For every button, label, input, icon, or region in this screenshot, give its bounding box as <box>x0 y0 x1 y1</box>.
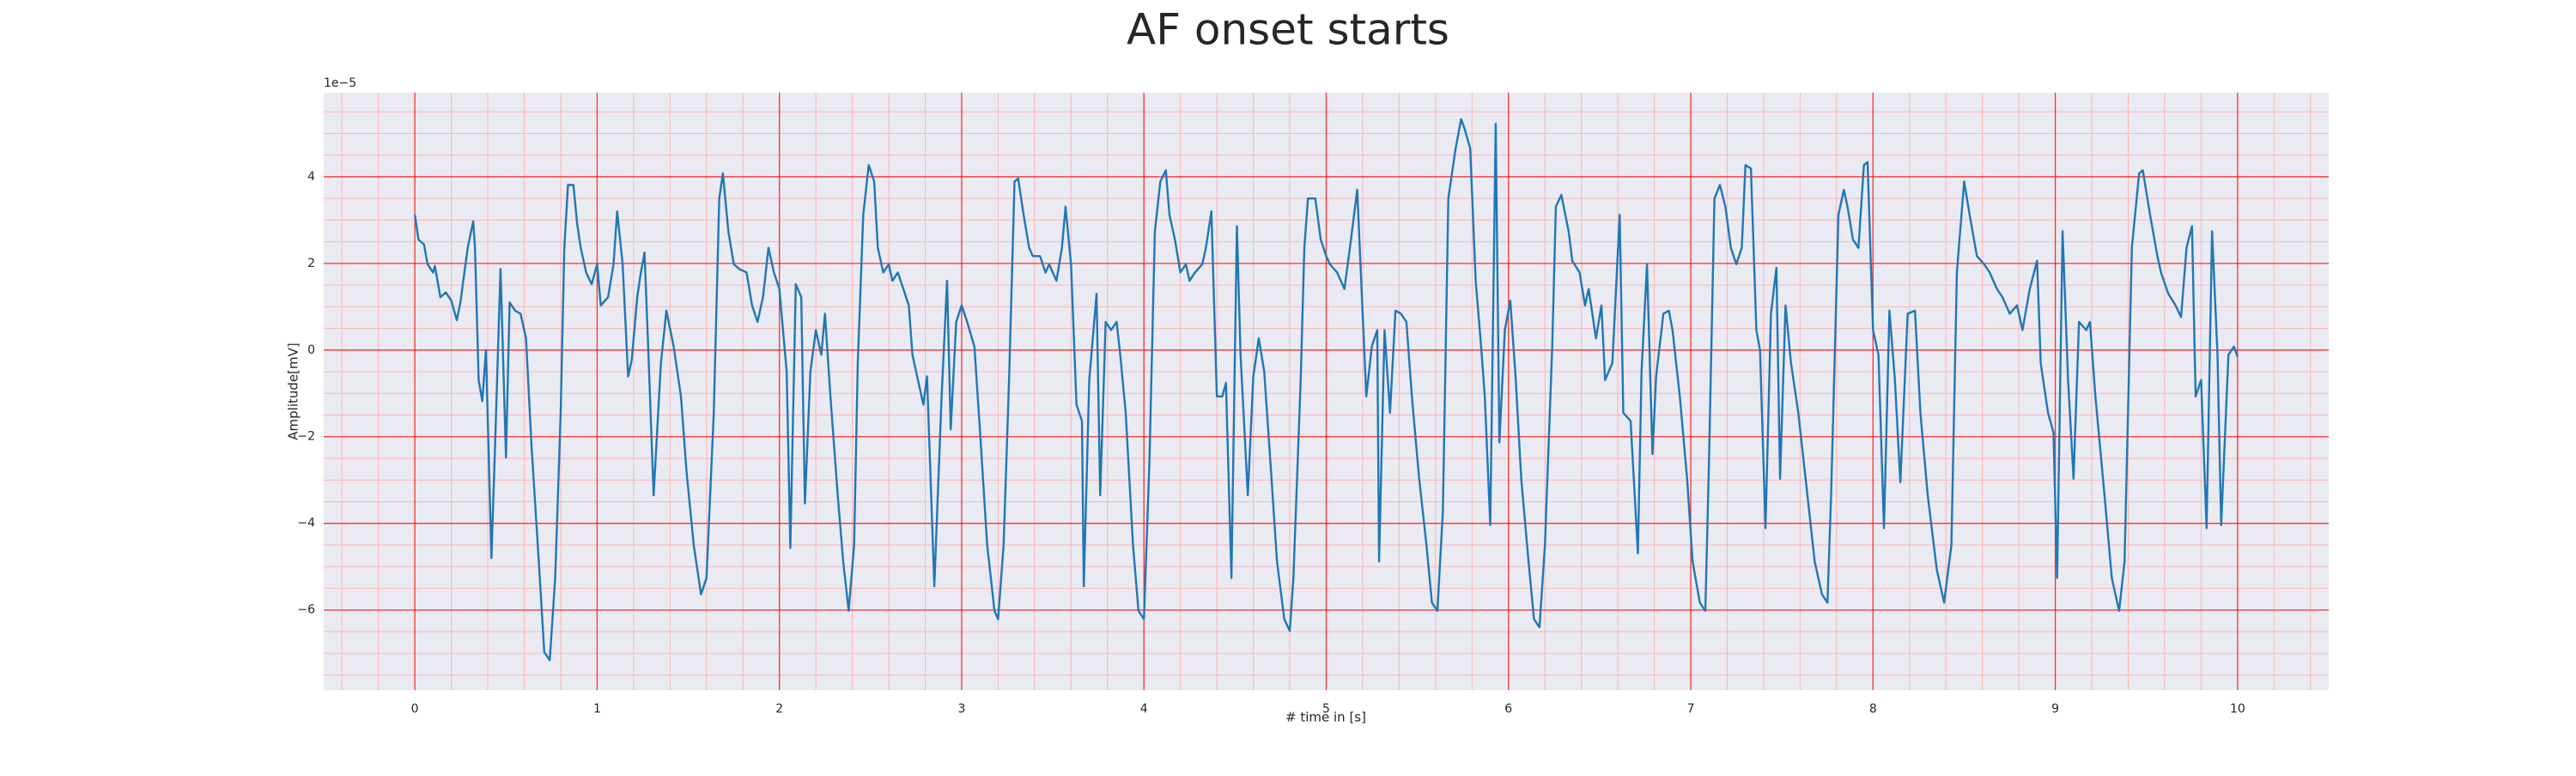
x-tick-label: 10 <box>2230 702 2245 716</box>
y-tick-label: −2 <box>297 430 315 444</box>
y-axis-label: Amplitude[mV] <box>286 343 301 440</box>
y-tick-label: 2 <box>307 257 315 270</box>
x-tick-label: 3 <box>957 702 965 716</box>
x-tick-label: 4 <box>1140 702 1148 716</box>
signal-line <box>413 118 2239 662</box>
y-tick-label: 4 <box>307 170 315 184</box>
x-tick-label: 6 <box>1504 702 1512 716</box>
x-tick-label: 2 <box>775 702 783 716</box>
x-tick-label: 0 <box>411 702 419 716</box>
plot-area <box>324 93 2329 690</box>
chart-title: AF onset starts <box>1127 5 1449 55</box>
x-tick-label: 1 <box>593 702 601 716</box>
x-tick-label: 8 <box>1869 702 1877 716</box>
x-tick-label: 5 <box>1322 702 1330 716</box>
y-tick-label: 0 <box>307 343 315 357</box>
y-offset-label: 1e−5 <box>324 76 356 90</box>
x-tick-label: 9 <box>2051 702 2059 716</box>
y-tick-label: −6 <box>297 603 315 617</box>
y-tick-label: −4 <box>297 517 315 530</box>
x-tick-label: 7 <box>1687 702 1695 716</box>
x-axis-label: # time in [s] <box>1285 710 1366 725</box>
